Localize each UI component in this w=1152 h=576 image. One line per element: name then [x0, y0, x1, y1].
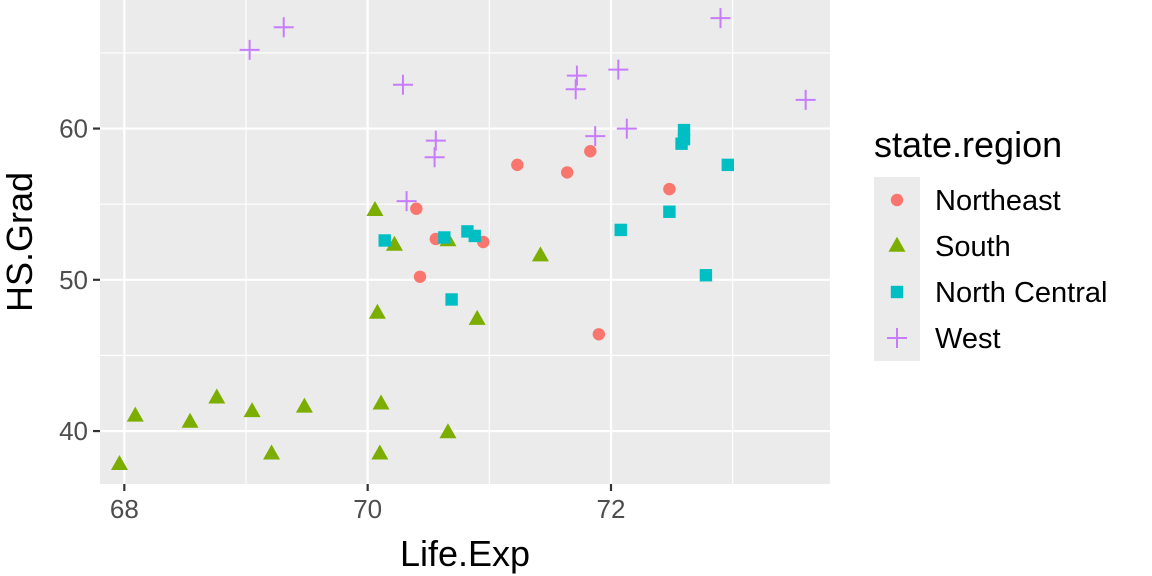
- data-points: [110, 8, 816, 471]
- data-point-west: [424, 147, 445, 168]
- data-point-south: [126, 406, 144, 422]
- legend-key-west: [887, 328, 907, 348]
- x-tick-label: 72: [597, 494, 626, 524]
- x-axis-title: Life.Exp: [400, 533, 530, 574]
- data-point-north-central: [468, 229, 481, 243]
- data-point-west: [392, 74, 413, 95]
- data-point-west: [425, 130, 446, 151]
- data-point-south: [439, 423, 457, 439]
- data-point-south: [295, 397, 313, 413]
- axes: 68 70 72 40 50 60: [59, 114, 625, 524]
- legend-key-northeast: [890, 193, 904, 207]
- legend: state.region Northeast South North Central…: [874, 124, 1107, 361]
- data-point-south: [181, 412, 199, 428]
- grid-major: [100, 0, 830, 484]
- data-point-north-central: [438, 231, 451, 244]
- data-point-west: [585, 126, 606, 147]
- data-point-north-central: [445, 293, 458, 306]
- data-point-south: [531, 246, 549, 262]
- data-point-south: [385, 235, 403, 251]
- data-point-north-central: [699, 269, 713, 282]
- data-point-south: [243, 402, 261, 418]
- data-point-northeast: [584, 145, 597, 158]
- x-tick-label: 68: [110, 494, 139, 524]
- data-point-south: [208, 388, 226, 404]
- legend-label-northeast: Northeast: [935, 185, 1061, 217]
- data-point-south: [468, 309, 486, 325]
- x-tick-label: 70: [353, 494, 382, 524]
- data-point-south: [366, 200, 384, 216]
- data-point-north-central: [677, 132, 691, 146]
- plot-panel: [100, 0, 830, 484]
- y-tick-label: 60: [59, 114, 88, 144]
- y-tick-label: 40: [59, 416, 88, 446]
- data-point-south: [263, 444, 281, 460]
- data-point-north-central: [378, 234, 391, 247]
- data-point-south: [110, 455, 128, 471]
- data-point-west: [565, 79, 586, 100]
- data-point-north-central: [614, 223, 627, 237]
- data-point-west: [273, 17, 294, 38]
- data-point-northeast: [592, 328, 606, 341]
- data-point-west: [795, 89, 816, 110]
- legend-label-south: South: [935, 231, 1011, 263]
- legend-label-west: West: [935, 323, 1001, 355]
- data-point-west: [710, 8, 731, 29]
- data-point-south: [368, 303, 386, 319]
- grid-minor: [100, 0, 830, 484]
- y-tick-label: 50: [59, 265, 88, 295]
- data-point-north-central: [663, 205, 676, 218]
- legend-label-north-central: North Central: [935, 277, 1107, 309]
- legend-key-north-central: [890, 285, 904, 299]
- legend-key-south: [888, 236, 906, 252]
- data-point-south: [372, 394, 390, 410]
- data-point-west: [616, 118, 637, 139]
- data-point-south: [371, 444, 389, 460]
- data-point-west: [239, 39, 260, 60]
- data-point-northeast: [561, 166, 574, 179]
- data-point-west: [396, 191, 417, 212]
- data-point-west: [608, 59, 629, 80]
- data-point-northeast: [511, 158, 524, 172]
- y-axis-title: HS.Grad: [0, 172, 40, 312]
- data-point-north-central: [721, 158, 734, 172]
- data-point-northeast: [663, 182, 676, 196]
- data-point-northeast: [413, 270, 427, 283]
- data-point-west: [566, 65, 587, 86]
- data-point-northeast: [410, 202, 423, 215]
- legend-title: state.region: [874, 124, 1062, 165]
